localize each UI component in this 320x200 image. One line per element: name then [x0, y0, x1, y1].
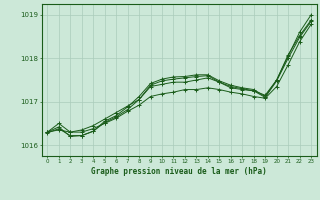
X-axis label: Graphe pression niveau de la mer (hPa): Graphe pression niveau de la mer (hPa)	[91, 167, 267, 176]
